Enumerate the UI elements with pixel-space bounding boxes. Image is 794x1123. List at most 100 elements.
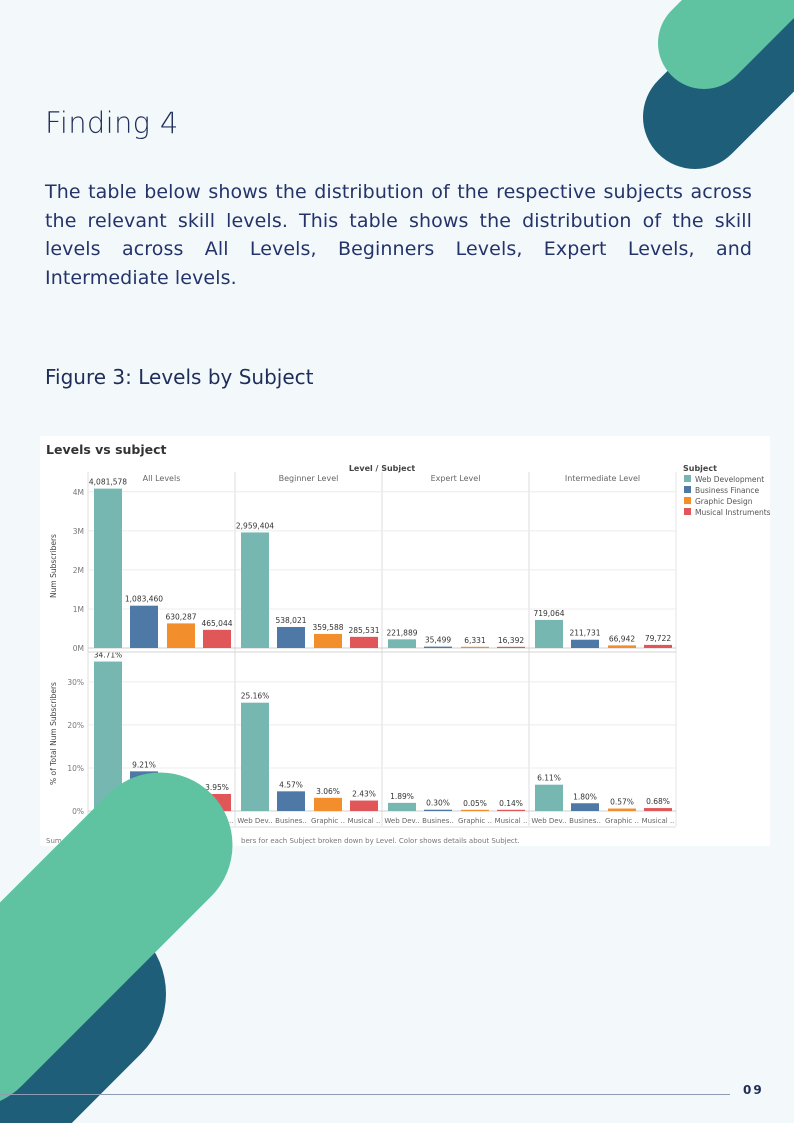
legend-swatch — [684, 486, 691, 493]
bar — [241, 702, 269, 811]
deco-green-stripe-bottom — [0, 772, 233, 1101]
bar-value-label: 359,588 — [312, 623, 343, 632]
bar-value-label: 0.14% — [499, 799, 523, 808]
bar — [388, 639, 416, 648]
chart-caption: bers for each Subject broken down by Lev… — [241, 837, 520, 845]
bar-value-label: 1.80% — [573, 792, 597, 801]
legend-label: Business Finance — [695, 486, 760, 495]
y-tick-label: 4M — [73, 488, 84, 497]
bar — [644, 644, 672, 648]
legend-swatch — [684, 475, 691, 482]
bar-value-label: 0.30% — [426, 799, 450, 808]
x-category-label: Graphic .. — [164, 817, 198, 825]
legend-label: Web Development — [695, 475, 764, 484]
bar — [167, 623, 195, 648]
bar — [608, 645, 636, 648]
bar-value-label: 538,021 — [275, 616, 306, 625]
y-tick-label: 10% — [67, 764, 84, 773]
bar-value-label: 1.89% — [390, 792, 414, 801]
bar-value-label: 25.16% — [241, 692, 270, 701]
legend-swatch — [684, 508, 691, 515]
y-tick-label: 0M — [73, 644, 84, 653]
bar-value-label: 35,499 — [425, 636, 451, 645]
bar — [314, 797, 342, 811]
bar — [388, 802, 416, 811]
bar-value-label: 0.05% — [463, 799, 487, 808]
y-tick-label: 20% — [67, 721, 84, 730]
legend-title: Subject — [683, 464, 717, 473]
bar-value-label: 630,287 — [165, 612, 196, 621]
group-header: Expert Level — [431, 474, 481, 483]
y-tick-label: 1M — [73, 605, 84, 614]
bar — [350, 800, 378, 811]
footer-rule — [0, 1094, 730, 1095]
figure-title: Figure 3: Levels by Subject — [45, 365, 314, 389]
bar — [314, 633, 342, 648]
x-category-label: Busines.. — [569, 817, 601, 825]
legend-label: Musical Instruments — [695, 508, 770, 517]
bar — [644, 808, 672, 811]
legend-swatch — [684, 497, 691, 504]
bar — [461, 809, 489, 811]
bar — [424, 646, 452, 648]
x-category-label: Musical .. — [201, 817, 234, 825]
group-header: Intermediate Level — [565, 474, 640, 483]
bar — [203, 793, 231, 811]
bar — [571, 639, 599, 648]
bar-value-label: 719,064 — [533, 609, 564, 618]
bar-value-label: 2.43% — [352, 790, 376, 799]
chart-title: Levels vs subject — [46, 442, 167, 457]
deco-green-stripe-top — [658, 0, 794, 89]
chart-caption-prefix: Sum of N — [46, 837, 78, 845]
bar-value-label: 6.11% — [537, 774, 561, 783]
y-axis-title: Num Subscribers — [49, 534, 58, 598]
y-tick-label: 30% — [67, 678, 84, 687]
bar-value-label: 3.95% — [205, 783, 229, 792]
bar — [277, 626, 305, 648]
x-category-label: Graphic .. — [311, 817, 345, 825]
body-paragraph: The table below shows the distribution o… — [45, 181, 752, 289]
bar — [608, 808, 636, 811]
bar-value-label: 0.68% — [646, 797, 670, 806]
chart-panel: Levels vs subject Level / Subject All Leve… — [40, 436, 770, 846]
bar-value-label: 6,331 — [464, 636, 486, 645]
bar-value-label: 4.57% — [279, 780, 303, 789]
bar — [535, 619, 563, 648]
bar — [130, 605, 158, 648]
bar-value-label: 211,731 — [569, 629, 600, 638]
page-heading: Finding 4 — [45, 106, 179, 140]
bar — [497, 809, 525, 811]
bar-value-label: 465,044 — [201, 619, 232, 628]
bar-value-label: 16,392 — [498, 636, 524, 645]
bar — [535, 784, 563, 811]
bar — [130, 771, 158, 811]
column-header: Level / Subject — [349, 464, 415, 473]
bar — [277, 791, 305, 811]
bar-value-label: 66,942 — [609, 634, 635, 643]
bar-value-label: 1,083,460 — [125, 595, 163, 604]
bar-value-label: 3.06% — [316, 787, 340, 796]
x-category-label: Web Dev.. — [531, 817, 566, 825]
bar-value-label: 4,081,578 — [89, 478, 127, 487]
x-category-label: Graphic .. — [605, 817, 639, 825]
bar-value-label: 285,531 — [348, 626, 379, 635]
x-category-label: Graphic .. — [458, 817, 492, 825]
x-category-label: Musical .. — [348, 817, 381, 825]
deco-teal-stripe-top — [643, 0, 794, 169]
group-header: Beginner Level — [279, 474, 339, 483]
bar-value-label: 79,722 — [645, 634, 671, 643]
bar — [461, 646, 489, 648]
x-category-label: Busines.. — [275, 817, 307, 825]
deco-teal-stripe-bottom — [0, 910, 166, 1123]
bar-value-label: 34.71% — [94, 651, 123, 660]
x-category-label: Web Dev.. — [384, 817, 419, 825]
x-category-label: Busines.. — [128, 817, 160, 825]
x-category-label: Musical .. — [642, 817, 675, 825]
bar — [497, 646, 525, 648]
y-tick-label: 3M — [73, 527, 84, 536]
x-category-label: Web Dev.. — [90, 817, 125, 825]
bar — [94, 488, 122, 648]
levels-vs-subject-chart: Levels vs subject Level / Subject All Leve… — [46, 442, 770, 845]
bar — [571, 803, 599, 811]
bar — [424, 809, 452, 811]
